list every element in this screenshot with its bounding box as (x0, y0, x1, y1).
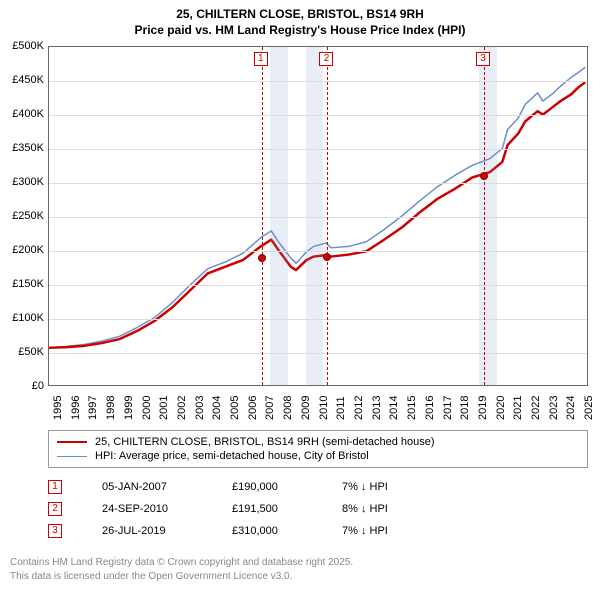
shaded-band (270, 47, 288, 385)
legend-row: HPI: Average price, semi-detached house,… (57, 449, 579, 463)
x-axis-label: 2010 (318, 396, 330, 420)
x-axis-label: 2001 (158, 396, 170, 420)
y-axis-label: £500K (12, 40, 44, 52)
y-axis-label: £400K (12, 108, 44, 120)
x-axis-label: 2025 (583, 396, 595, 420)
marker-price: £190,000 (232, 481, 302, 493)
x-axis-label: 2002 (176, 396, 188, 420)
marker-date: 26-JUL-2019 (102, 525, 192, 537)
marker-diff: 8% ↓ HPI (342, 503, 432, 515)
legend-swatch (57, 441, 87, 443)
marker-table-id-box: 2 (48, 502, 62, 516)
x-axis-label: 2019 (477, 396, 489, 420)
x-axis-label: 2009 (300, 396, 312, 420)
x-axis-label: 2000 (141, 396, 153, 420)
y-axis-label: £50K (18, 346, 44, 358)
marker-date: 05-JAN-2007 (102, 481, 192, 493)
x-axis-label: 2008 (282, 396, 294, 420)
grid-line (49, 319, 587, 320)
marker-line (327, 47, 328, 385)
marker-table-row: 3 26-JUL-2019 £310,000 7% ↓ HPI (48, 520, 432, 542)
marker-date: 24-SEP-2010 (102, 503, 192, 515)
x-axis-label: 2024 (565, 396, 577, 420)
x-axis-label: 2011 (335, 396, 347, 420)
y-axis-label: £300K (12, 176, 44, 188)
grid-line (49, 81, 587, 82)
marker-table-row: 2 24-SEP-2010 £191,500 8% ↓ HPI (48, 498, 432, 520)
grid-line (49, 251, 587, 252)
x-axis-label: 1999 (123, 396, 135, 420)
x-axis-label: 2012 (353, 396, 365, 420)
marker-dot (323, 253, 331, 261)
footer-line2: This data is licensed under the Open Gov… (10, 570, 353, 584)
grid-line (49, 353, 587, 354)
grid-line (49, 285, 587, 286)
y-axis-label: £100K (12, 312, 44, 324)
marker-line (262, 47, 263, 385)
marker-label-box: 1 (254, 52, 268, 66)
grid-line (49, 217, 587, 218)
x-axis-label: 1998 (105, 396, 117, 420)
chart-plot-area (48, 46, 588, 386)
x-axis-label: 2013 (371, 396, 383, 420)
x-axis-label: 2016 (424, 396, 436, 420)
marker-line (484, 47, 485, 385)
marker-diff: 7% ↓ HPI (342, 481, 432, 493)
legend-label: HPI: Average price, semi-detached house,… (95, 450, 369, 462)
x-axis-label: 1995 (52, 396, 64, 420)
grid-line (49, 115, 587, 116)
x-axis-label: 1997 (87, 396, 99, 420)
y-axis-label: £250K (12, 210, 44, 222)
marker-diff: 7% ↓ HPI (342, 525, 432, 537)
x-axis-label: 2020 (495, 396, 507, 420)
y-axis-label: £0 (32, 380, 44, 392)
footer-text: Contains HM Land Registry data © Crown c… (10, 556, 353, 583)
marker-dot (258, 254, 266, 262)
grid-line (49, 183, 587, 184)
marker-table-row: 1 05-JAN-2007 £190,000 7% ↓ HPI (48, 476, 432, 498)
footer-line1: Contains HM Land Registry data © Crown c… (10, 556, 353, 570)
y-axis-label: £350K (12, 142, 44, 154)
title-block: 25, CHILTERN CLOSE, BRISTOL, BS14 9RH Pr… (0, 0, 600, 38)
x-axis-label: 2021 (512, 396, 524, 420)
legend-row: 25, CHILTERN CLOSE, BRISTOL, BS14 9RH (s… (57, 435, 579, 449)
title-line2: Price paid vs. HM Land Registry's House … (0, 22, 600, 38)
x-axis-label: 2015 (406, 396, 418, 420)
x-axis-label: 2023 (548, 396, 560, 420)
shaded-band (306, 47, 324, 385)
x-axis-label: 2005 (229, 396, 241, 420)
title-line1: 25, CHILTERN CLOSE, BRISTOL, BS14 9RH (0, 6, 600, 22)
x-axis-label: 2014 (388, 396, 400, 420)
x-axis-label: 2018 (459, 396, 471, 420)
x-axis-label: 2022 (530, 396, 542, 420)
legend-box: 25, CHILTERN CLOSE, BRISTOL, BS14 9RH (s… (48, 430, 588, 468)
marker-table: 1 05-JAN-2007 £190,000 7% ↓ HPI 2 24-SEP-2010… (48, 476, 432, 542)
y-axis-label: £150K (12, 278, 44, 290)
legend-swatch (57, 456, 87, 457)
marker-table-id-box: 1 (48, 480, 62, 494)
y-axis-label: £450K (12, 74, 44, 86)
grid-line (49, 149, 587, 150)
marker-price: £310,000 (232, 525, 302, 537)
y-axis-label: £200K (12, 244, 44, 256)
x-axis-label: 2017 (442, 396, 454, 420)
shaded-band (479, 47, 497, 385)
x-axis-label: 2004 (211, 396, 223, 420)
x-axis-label: 2007 (264, 396, 276, 420)
marker-label-box: 3 (476, 52, 490, 66)
x-axis-label: 1996 (70, 396, 82, 420)
marker-label-box: 2 (319, 52, 333, 66)
marker-dot (480, 172, 488, 180)
x-axis-label: 2003 (194, 396, 206, 420)
chart-container: 25, CHILTERN CLOSE, BRISTOL, BS14 9RH Pr… (0, 0, 600, 590)
legend-label: 25, CHILTERN CLOSE, BRISTOL, BS14 9RH (s… (95, 436, 435, 448)
marker-table-id-box: 3 (48, 524, 62, 538)
x-axis-label: 2006 (247, 396, 259, 420)
marker-price: £191,500 (232, 503, 302, 515)
